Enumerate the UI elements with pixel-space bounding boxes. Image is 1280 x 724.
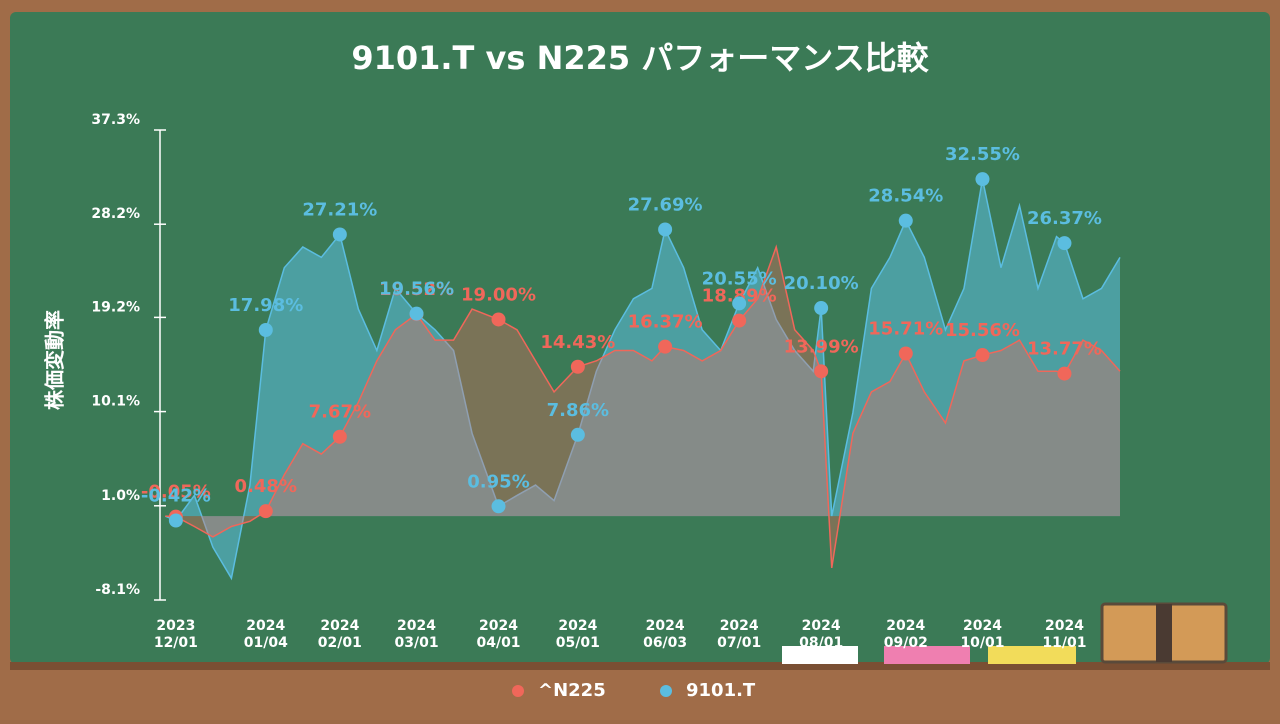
point-marker	[975, 348, 990, 363]
line	[165, 179, 1121, 581]
y-tick-label: 28.2%	[91, 206, 140, 222]
data-label: 26.37%	[1027, 208, 1102, 229]
data-label: 20.55%	[702, 268, 777, 289]
point-marker	[1057, 366, 1072, 381]
x-tick-label: 2024 05/01	[556, 618, 600, 651]
point-marker	[168, 513, 183, 528]
point-marker	[975, 172, 990, 187]
data-label: 19.56%	[379, 279, 454, 300]
data-label: 0.95%	[467, 471, 529, 492]
data-label: 0.48%	[235, 476, 297, 497]
y-tick-label: 37.3%	[91, 112, 140, 128]
point-marker	[814, 364, 829, 379]
point-marker	[258, 323, 273, 338]
x-tick-label: 2023 12/01	[154, 618, 198, 651]
data-label: 13.77%	[1027, 339, 1102, 360]
data-label: 20.10%	[784, 273, 859, 294]
point-marker	[332, 227, 347, 242]
point-marker	[898, 346, 913, 361]
point-marker	[258, 504, 273, 519]
x-tick-label: 2024 02/01	[318, 618, 362, 651]
x-tick-label: 2024 03/01	[394, 618, 438, 651]
x-tick-label: 2024 04/01	[476, 618, 520, 651]
legend-marker	[512, 685, 524, 697]
data-label: 17.98%	[228, 295, 303, 316]
data-label: 27.21%	[302, 199, 377, 220]
point-marker	[732, 296, 747, 311]
point-marker	[732, 313, 747, 328]
x-tick-label: 2024 08/01	[799, 618, 843, 651]
point-marker	[570, 427, 585, 442]
y-tick-label: 10.1%	[91, 394, 140, 410]
chart-title: 9101.T vs N225 パフォーマンス比較	[351, 39, 929, 77]
point-marker	[409, 306, 424, 321]
x-tick-label: 2024 01/04	[244, 618, 288, 651]
data-label: 19.00%	[461, 284, 536, 305]
line	[165, 244, 1121, 569]
chalk-yellow	[988, 646, 1076, 664]
data-label: -0.05%	[141, 482, 211, 503]
x-tick-label: 2024 06/03	[643, 618, 687, 651]
point-marker	[898, 213, 913, 228]
data-label: 7.67%	[309, 402, 371, 423]
x-tick-label: 2024 10/01	[960, 618, 1004, 651]
y-tick-label: 1.0%	[101, 488, 140, 504]
point-marker	[491, 499, 506, 514]
y-axis-label: 株価変動率	[43, 310, 67, 410]
data-label: 15.56%	[945, 320, 1020, 341]
x-tick-label: 2024 09/02	[884, 618, 928, 651]
data-label: -0.42%	[141, 485, 211, 506]
y-tick-label: -8.1%	[95, 582, 140, 598]
data-label: 13.99%	[784, 336, 859, 357]
x-tick-label: 2024 11/01	[1042, 618, 1086, 651]
data-label: 16.37%	[628, 312, 703, 333]
point-marker	[814, 301, 829, 316]
legend-label: 9101.T	[686, 680, 756, 701]
chalk-white	[782, 646, 858, 664]
data-label: 32.55%	[945, 144, 1020, 165]
area	[165, 179, 1121, 579]
data-label: 19.52%	[379, 279, 454, 300]
point-marker	[658, 339, 673, 354]
legend-marker	[660, 685, 672, 697]
x-tick-label: 2024 07/01	[717, 618, 761, 651]
point-marker	[570, 359, 585, 374]
point-marker	[1057, 236, 1072, 251]
data-label: 15.71%	[868, 319, 943, 340]
eraser-band	[1156, 604, 1172, 662]
point-marker	[658, 222, 673, 237]
chalk-tray	[10, 662, 1270, 670]
point-marker	[332, 429, 347, 444]
legend-label: ^N225	[538, 680, 606, 701]
data-label: 18.89%	[702, 286, 777, 307]
data-label: 28.54%	[868, 186, 943, 207]
chalk-pink	[884, 646, 970, 664]
data-label: 7.86%	[547, 400, 609, 421]
point-marker	[491, 312, 506, 327]
data-label: 14.43%	[540, 332, 615, 353]
data-label: 27.69%	[628, 194, 703, 215]
y-tick-label: 19.2%	[91, 299, 140, 315]
area	[165, 246, 1121, 568]
